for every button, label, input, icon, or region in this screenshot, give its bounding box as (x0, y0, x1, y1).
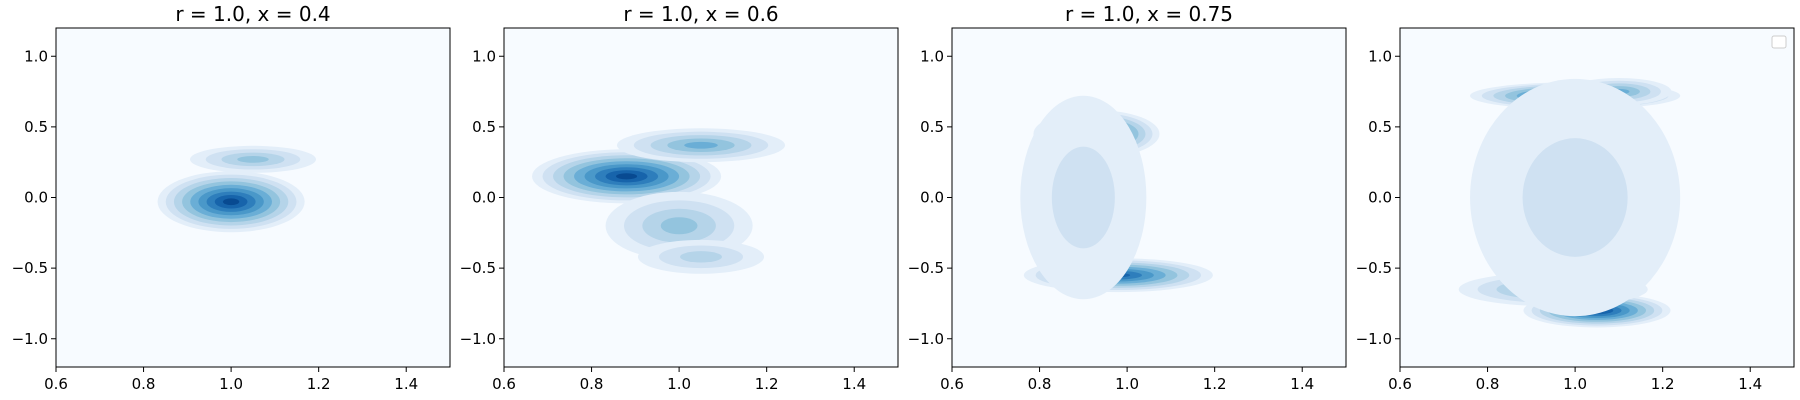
y-tick-label: 1.0 (24, 47, 48, 65)
y-tick-label: 0.5 (472, 118, 496, 136)
density-peak-1-level-9 (222, 198, 240, 206)
density-peak-2-level-4 (237, 155, 269, 163)
density-peak-3-level-2 (1051, 146, 1115, 249)
subplot-title: r = 1.0, x = 0.6 (623, 2, 778, 26)
y-tick-label: 0.5 (1368, 118, 1392, 136)
x-tick-label: 0.8 (132, 375, 156, 393)
x-tick-label: 1.0 (1115, 375, 1139, 393)
legend-box (1771, 35, 1787, 49)
y-tick-label: −1.0 (908, 330, 944, 348)
density-peak-1-level-9 (616, 173, 638, 180)
density-peak-5-level-2 (1522, 138, 1628, 257)
density-peak-2-level-5 (684, 141, 718, 149)
x-tick-label: 1.4 (1738, 375, 1762, 393)
x-tick-label: 1.0 (219, 375, 243, 393)
y-tick-label: −0.5 (1356, 259, 1392, 277)
x-tick-label: 1.4 (842, 375, 866, 393)
y-tick-label: −0.5 (12, 259, 48, 277)
y-tick-label: 0.0 (24, 189, 48, 207)
subplot-2: 0.6 0.8 1.0 1.2 1.4 1.0 0.5 0.0 −0.5 −1.0 r = 1.0,… (460, 2, 899, 393)
y-tick-label: −1.0 (1356, 330, 1392, 348)
x-tick-label: 1.2 (1203, 375, 1227, 393)
density-peak-4-level-3 (679, 251, 723, 263)
x-tick-label: 0.8 (580, 375, 604, 393)
contour-fills (532, 128, 786, 274)
y-tick-label: −1.0 (12, 330, 48, 348)
plot-background (952, 28, 1346, 367)
y-tick-label: 0.5 (920, 118, 944, 136)
y-tick-label: 1.0 (920, 47, 944, 65)
y-tick-label: 0.5 (24, 118, 48, 136)
y-tick-label: −0.5 (460, 259, 496, 277)
x-tick-label: 0.8 (1028, 375, 1052, 393)
x-tick-label: 1.2 (755, 375, 779, 393)
y-tick-label: 0.0 (472, 189, 496, 207)
subplot-title: r = 1.0, x = 0.75 (1065, 2, 1233, 26)
x-tick-label: 1.4 (394, 375, 418, 393)
density-peak-3-level-4 (660, 217, 698, 235)
y-tick-label: 0.0 (1368, 189, 1392, 207)
x-tick-label: 1.4 (1290, 375, 1314, 393)
subplot-4: 0.6 0.8 1.0 1.2 1.4 1.0 0.5 0.0 −0.5 −1.0 (1356, 27, 1795, 393)
x-tick-label: 1.0 (1563, 375, 1587, 393)
subplot-1: 0.6 0.8 1.0 1.2 1.4 1.0 0.5 0.0 −0.5 −1.0 r = 1.0,… (12, 2, 451, 393)
x-tick-label: 0.6 (1388, 375, 1412, 393)
contour-fills (157, 145, 317, 233)
contour-fills (1020, 95, 1213, 300)
y-tick-label: −0.5 (908, 259, 944, 277)
x-tick-label: 1.2 (307, 375, 331, 393)
x-tick-label: 1.2 (1651, 375, 1675, 393)
x-tick-label: 0.6 (940, 375, 964, 393)
x-tick-label: 0.6 (44, 375, 68, 393)
contour-fills (1458, 78, 1681, 328)
subplot-title: r = 1.0, x = 0.4 (175, 2, 330, 26)
x-tick-label: 0.6 (492, 375, 516, 393)
y-tick-label: 1.0 (1368, 47, 1392, 65)
y-tick-label: −1.0 (460, 330, 496, 348)
x-tick-label: 1.0 (667, 375, 691, 393)
y-tick-label: 0.0 (920, 189, 944, 207)
y-tick-label: 1.0 (472, 47, 496, 65)
subplot-3: 0.6 0.8 1.0 1.2 1.4 1.0 0.5 0.0 −0.5 −1.0 r = 1.0,… (908, 2, 1347, 393)
x-tick-label: 0.8 (1476, 375, 1500, 393)
